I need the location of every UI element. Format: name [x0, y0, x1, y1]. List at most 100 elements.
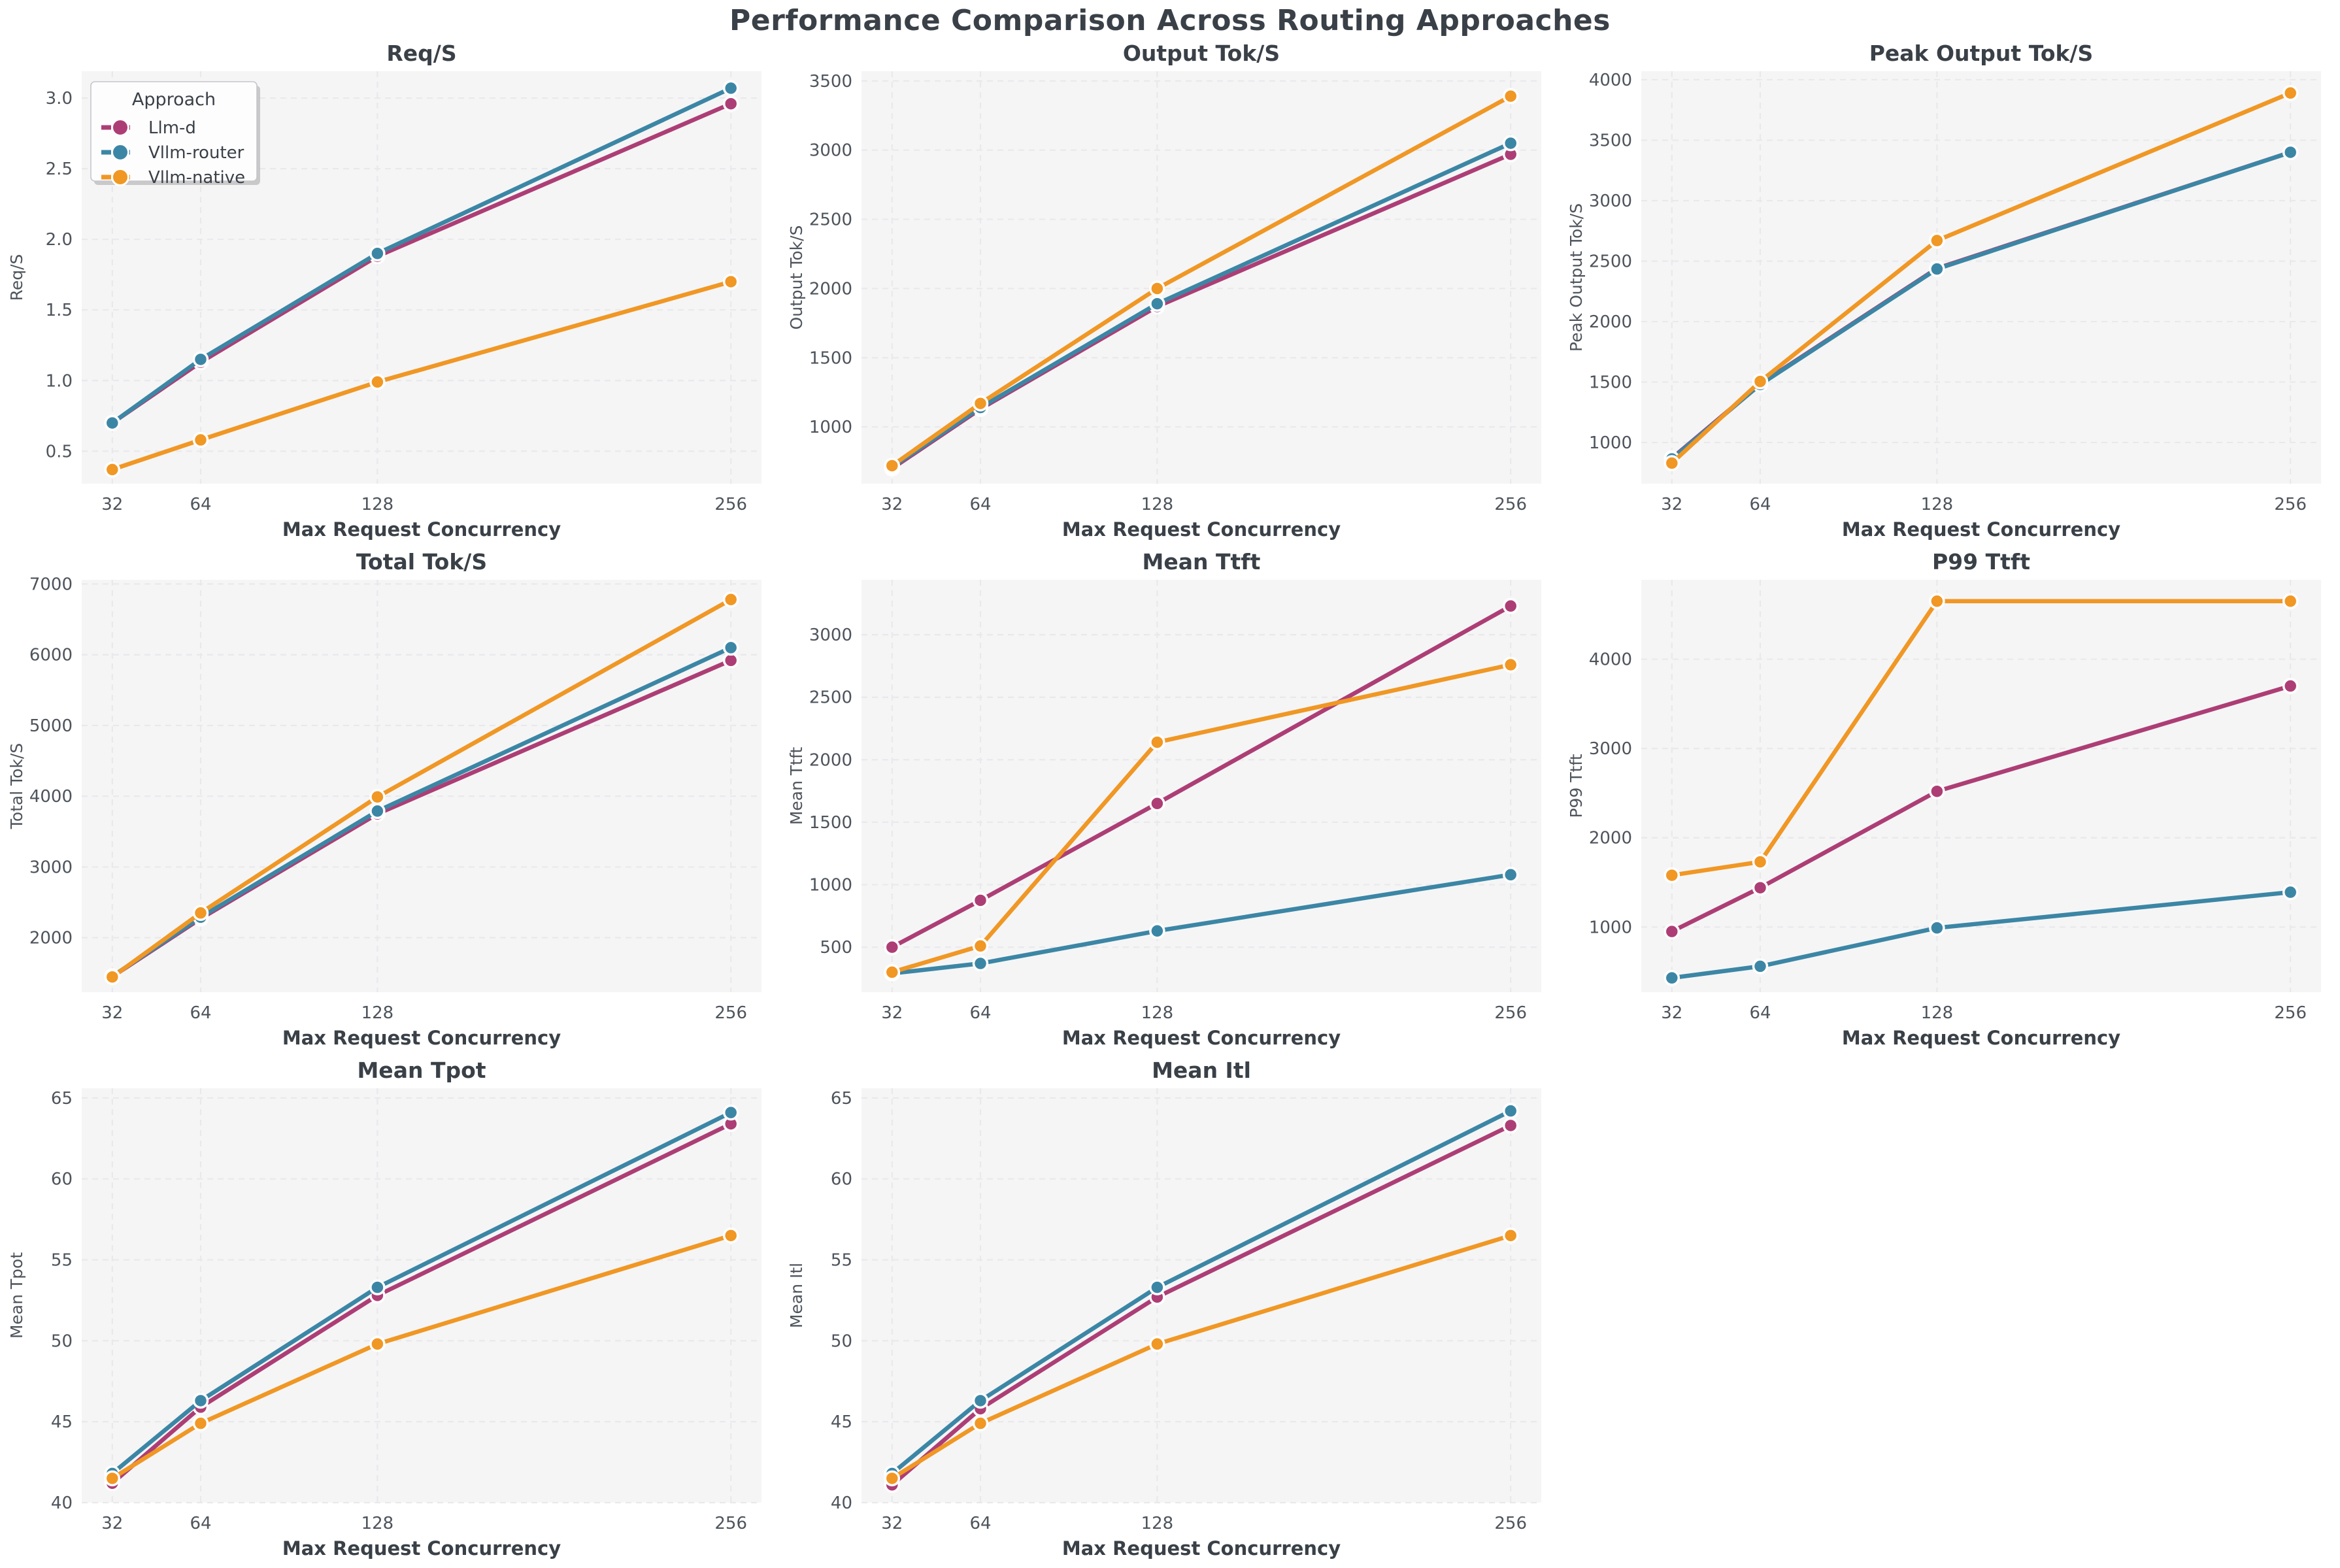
- gridlines: [861, 1088, 1541, 1504]
- svg-text:1500: 1500: [809, 348, 852, 368]
- x-tick-labels: 32 64 128 256: [881, 495, 1527, 514]
- svg-text:256: 256: [714, 1003, 747, 1023]
- plot-area: [1641, 580, 2321, 992]
- data-point-vllm-router-128: [369, 803, 386, 820]
- data-point-vllm-native-128: [369, 789, 386, 805]
- data-point-vllm-native-128: [369, 374, 386, 390]
- legend-title: Approach: [132, 90, 216, 110]
- svg-text:2500: 2500: [1589, 252, 1632, 272]
- svg-text:2000: 2000: [29, 929, 73, 948]
- svg-text:0.5: 0.5: [46, 442, 73, 461]
- y-tick-labels: 500 1000 1500 2000 2500 3000: [809, 626, 852, 958]
- svg-text:128: 128: [1141, 1514, 1174, 1533]
- data-point-vllm-native-64: [192, 431, 209, 448]
- y-tick-labels: 1000 2000 3000 4000: [1589, 650, 1632, 938]
- data-point-llm-d-256: [1502, 1117, 1519, 1134]
- y-tick-labels: 40 45 50 55 60 65: [51, 1089, 73, 1513]
- data-point-llm-d-32: [1663, 923, 1680, 940]
- svg-text:4000: 4000: [29, 787, 73, 807]
- x-axis-label: Max Request Concurrency: [1842, 518, 2120, 541]
- y-tick-labels: 2000 3000 4000 5000 6000 7000: [29, 575, 73, 948]
- data-point-vllm-router-128: [369, 1279, 386, 1295]
- chart-title: P99 Ttft: [1932, 549, 2030, 575]
- svg-text:256: 256: [1494, 1003, 1527, 1023]
- svg-text:7000: 7000: [29, 575, 73, 594]
- gridlines: [861, 580, 1541, 992]
- svg-text:2000: 2000: [809, 279, 852, 299]
- svg-text:2.5: 2.5: [46, 159, 73, 179]
- x-tick-labels: 32 64 128 256: [1661, 495, 2307, 514]
- plot-area: [861, 580, 1541, 992]
- svg-text:64: 64: [969, 495, 991, 514]
- data-point-vllm-router-32: [1663, 969, 1680, 986]
- data-point-vllm-router-256: [722, 1104, 739, 1121]
- data-point-vllm-native-32: [1663, 867, 1680, 884]
- svg-text:128: 128: [1921, 495, 1954, 514]
- svg-text:256: 256: [714, 495, 747, 514]
- data-point-vllm-native-64: [1752, 854, 1769, 870]
- svg-text:60: 60: [51, 1170, 73, 1190]
- legend-label: Vllm-router: [148, 143, 244, 163]
- svg-text:32: 32: [881, 1514, 903, 1533]
- svg-text:2500: 2500: [809, 210, 852, 230]
- data-point-vllm-native-256: [1502, 88, 1519, 105]
- data-point-vllm-native-32: [104, 1470, 121, 1487]
- svg-text:64: 64: [1749, 495, 1771, 514]
- svg-text:1000: 1000: [1589, 918, 1632, 937]
- data-point-vllm-native-32: [104, 969, 121, 985]
- legend-entry-llm-d: Llm-d: [101, 118, 196, 138]
- svg-text:64: 64: [190, 1003, 211, 1023]
- svg-text:64: 64: [969, 1514, 991, 1533]
- data-point-vllm-native-256: [1502, 656, 1519, 673]
- chart-svg-peak-output-tok-s: 1000 1500 2000 2500 3000 3500 4000 32 64 128 256 Ma…: [1567, 41, 2321, 541]
- series-vllm-native: [104, 1227, 739, 1487]
- chart-panel-mean-itl: 40 45 50 55 60 65 32 64 128 256 Max Request Concur…: [780, 1054, 1560, 1565]
- data-point-vllm-router-256: [1502, 867, 1519, 883]
- series-vllm-native: [884, 656, 1519, 980]
- data-point-vllm-native-128: [1149, 280, 1165, 297]
- svg-text:32: 32: [881, 1003, 903, 1023]
- svg-text:45: 45: [831, 1412, 852, 1432]
- x-tick-labels: 32 64 128 256: [881, 1514, 1527, 1533]
- svg-text:64: 64: [1749, 1003, 1771, 1023]
- chart-title: Output Tok/S: [1123, 41, 1280, 66]
- chart-svg-mean-itl: 40 45 50 55 60 65 32 64 128 256 Max Request Concur…: [787, 1058, 1541, 1560]
- series-vllm-native: [884, 88, 1519, 474]
- svg-text:32: 32: [101, 1003, 123, 1023]
- data-point-vllm-router-128: [1149, 1279, 1165, 1295]
- svg-text:65: 65: [831, 1089, 852, 1109]
- svg-text:256: 256: [2274, 495, 2307, 514]
- data-point-vllm-router-128: [369, 245, 386, 262]
- svg-text:3.0: 3.0: [46, 89, 73, 108]
- y-axis-label: Output Tok/S: [787, 225, 806, 330]
- data-point-vllm-native-32: [1663, 455, 1680, 471]
- data-point-llm-d-128: [1149, 795, 1165, 812]
- svg-text:128: 128: [361, 495, 394, 514]
- series-vllm-router: [884, 1103, 1519, 1482]
- legend-label: Llm-d: [148, 118, 196, 138]
- series-vllm-router: [1663, 884, 2299, 986]
- x-tick-labels: 32 64 128 256: [101, 495, 747, 514]
- data-point-vllm-router-256: [2282, 144, 2299, 161]
- svg-text:65: 65: [51, 1089, 73, 1109]
- x-axis-label: Max Request Concurrency: [282, 518, 561, 541]
- svg-text:128: 128: [361, 1003, 394, 1023]
- data-point-vllm-router-256: [722, 80, 739, 97]
- data-point-vllm-router-256: [1502, 135, 1519, 152]
- svg-text:128: 128: [1141, 1003, 1174, 1023]
- x-tick-labels: 32 64 128 256: [101, 1003, 747, 1023]
- y-tick-labels: 40 45 50 55 60 65: [831, 1089, 852, 1513]
- legend-entry-vllm-router: Vllm-router: [101, 143, 244, 163]
- series-vllm-native: [1663, 85, 2299, 471]
- series-vllm-native: [1663, 593, 2299, 884]
- svg-text:60: 60: [831, 1170, 852, 1190]
- series-vllm-router: [104, 80, 739, 431]
- series-vllm-native: [104, 273, 739, 478]
- chart-title: Total Tok/S: [356, 549, 487, 575]
- chart-svg-total-tok-s: 2000 3000 4000 5000 6000 7000 32 64 128 256 Max Re…: [7, 549, 761, 1049]
- svg-text:3000: 3000: [1589, 192, 1632, 211]
- data-point-vllm-native-256: [1502, 1227, 1519, 1244]
- data-point-llm-d-256: [1502, 597, 1519, 614]
- svg-text:40: 40: [51, 1493, 73, 1513]
- svg-text:4000: 4000: [1589, 650, 1632, 670]
